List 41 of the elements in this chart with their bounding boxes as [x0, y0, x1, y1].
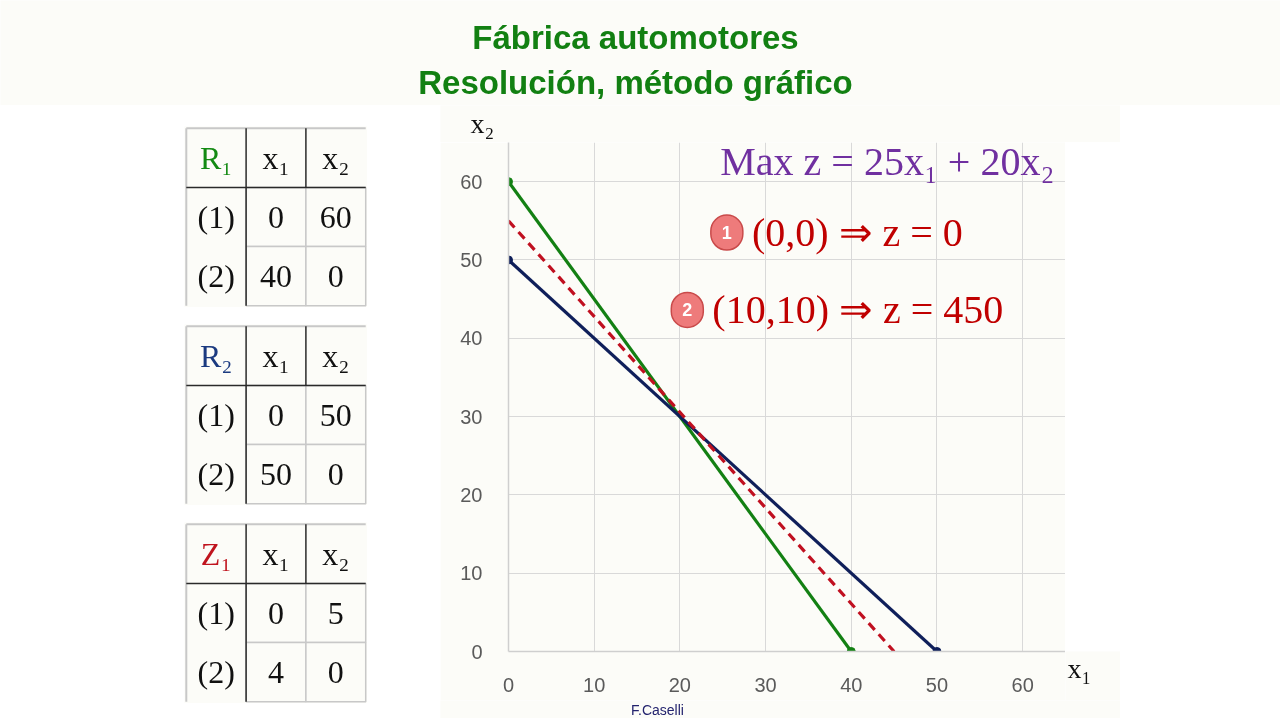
chart-subtitle: Resolución, método gráfico — [418, 64, 853, 101]
annotation: Max z = 25x₁ + 20x₂ — [720, 138, 1055, 184]
text: F.Caselli — [631, 701, 684, 718]
x-tick-label: 60 — [1011, 673, 1034, 696]
y-tick-label: (2) — [197, 258, 235, 295]
chart-title: Fábrica automotores — [472, 19, 799, 56]
x-tick-label: 10 — [583, 673, 606, 696]
y-tick-label: (1) — [197, 199, 235, 235]
y-tick-label: 0 — [471, 640, 483, 663]
x-tick-label: 0 — [502, 673, 515, 696]
x-tick-label: 20 — [668, 673, 692, 696]
data-label: 0 — [268, 198, 284, 235]
data-label: 0 — [268, 396, 284, 433]
data-label: 50 — [319, 396, 352, 433]
annotation: (0,0) ⇒ z = 0 — [751, 210, 963, 256]
x-tick-label: 40 — [840, 673, 863, 696]
y-tick-label: (2) — [197, 654, 235, 691]
y-tick-label: (1) — [197, 397, 235, 433]
y-tick-label: 30 — [460, 405, 483, 428]
y-axis-title: x₂ — [470, 108, 495, 139]
y-tick-label: (1) — [197, 595, 235, 631]
data-label: 0 — [268, 594, 284, 631]
annotation: (10,10) ⇒ z = 450 — [712, 287, 1004, 333]
y-tick-label: 50 — [460, 248, 483, 271]
data-label: 4 — [268, 653, 284, 690]
data-label: 0 — [327, 257, 344, 294]
data-label: 60 — [319, 198, 352, 235]
annotation: 2 — [682, 300, 693, 321]
y-tick-label: (2) — [197, 456, 235, 493]
x-tick-label: 50 — [925, 673, 949, 696]
chart-title: Z₁ — [200, 535, 232, 572]
data-label: 0 — [327, 455, 344, 492]
y-tick-label: 20 — [460, 483, 483, 506]
data-label: 40 — [260, 257, 292, 294]
data-label: 5 — [327, 594, 344, 631]
chart-title: R₂ — [199, 337, 233, 374]
y-tick-label: 60 — [460, 170, 483, 193]
data-label: 50 — [260, 455, 292, 492]
chart-title: R₁ — [199, 139, 233, 176]
x-tick-label: 30 — [754, 673, 777, 696]
annotation: 1 — [721, 223, 732, 244]
